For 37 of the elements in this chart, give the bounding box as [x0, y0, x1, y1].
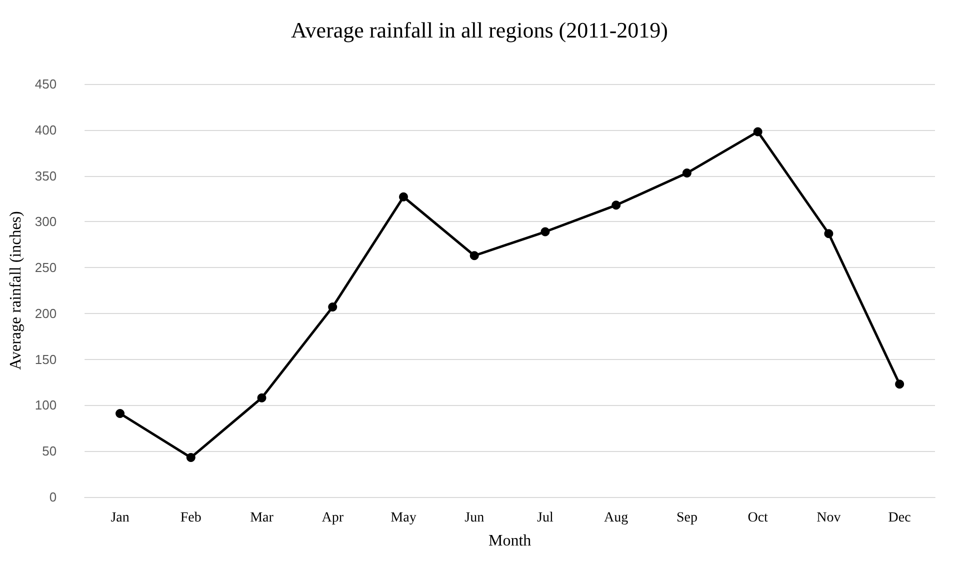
point — [116, 408, 125, 418]
x-tick-label: Dec — [888, 510, 911, 526]
chart-title: Average rainfall in all regions (2011-2019) — [291, 18, 668, 42]
x-tick-label: Jun — [464, 510, 484, 526]
y-tick-label: 0 — [49, 490, 57, 504]
point — [186, 453, 196, 462]
x-tick-label: Jan — [110, 510, 130, 526]
point — [328, 302, 338, 312]
x-tick-label: Sep — [676, 510, 698, 526]
x-tick-label: May — [390, 510, 416, 526]
point — [470, 251, 479, 260]
point — [257, 393, 266, 402]
point — [682, 168, 692, 178]
point — [399, 192, 408, 202]
y-axis-title: Average rainfall (inches) — [8, 211, 24, 370]
x-tick-label: Nov — [816, 510, 841, 526]
y-tick-label: 200 — [34, 306, 57, 321]
y-tick-label: 150 — [34, 352, 57, 367]
point — [895, 380, 904, 389]
y-tick-label: 250 — [34, 260, 57, 276]
x-tick-label: Aug — [604, 510, 628, 526]
point — [824, 229, 834, 238]
point — [612, 200, 621, 210]
x-tick-label: Jul — [537, 510, 554, 526]
x-tick-label: Feb — [180, 510, 202, 526]
y-tick-label: 450 — [34, 76, 57, 92]
x-tick-label: Mar — [250, 510, 274, 526]
x-axis-title: Month — [488, 532, 532, 550]
y-tick-label: 300 — [34, 214, 57, 230]
point — [753, 127, 762, 136]
y-tick-label: 350 — [34, 168, 57, 184]
y-tick-label: 400 — [34, 122, 57, 138]
x-tick-label: Oct — [748, 510, 768, 526]
point — [540, 227, 550, 236]
x-tick-label: Apr — [322, 510, 344, 526]
y-tick-label: 100 — [34, 398, 57, 413]
y-tick-label: 50 — [42, 444, 57, 459]
